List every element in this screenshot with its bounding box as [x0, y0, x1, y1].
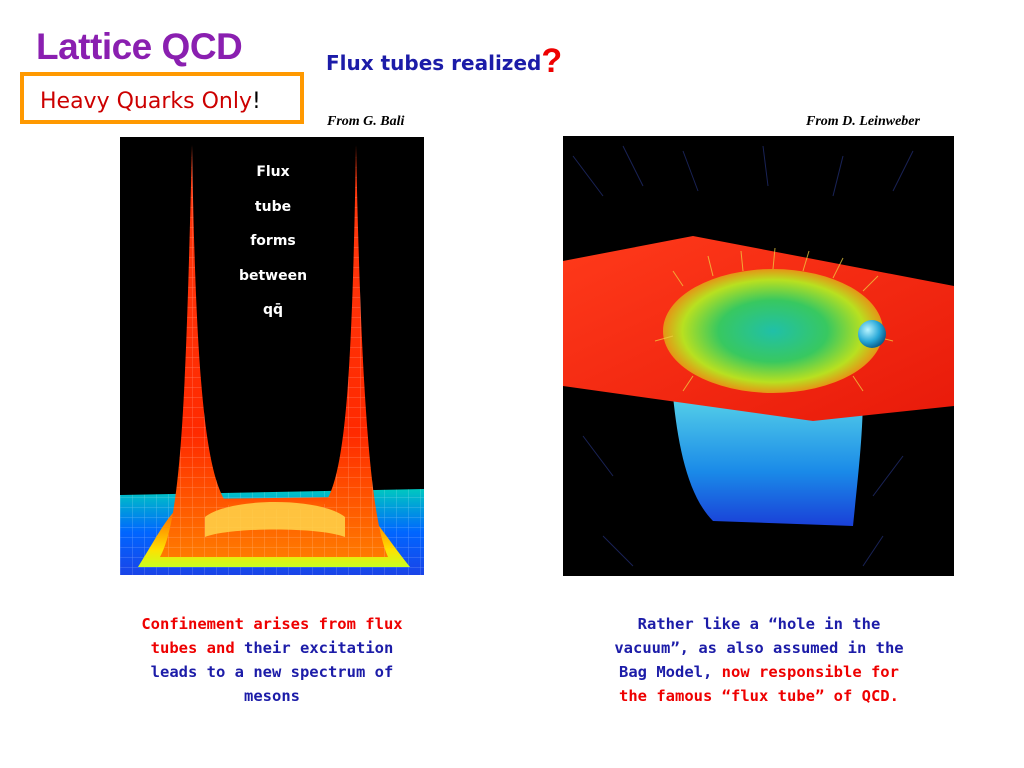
callout-text: Heavy Quarks Only!	[40, 89, 261, 115]
flux-tube-label: Flux tube forms between qq̄	[220, 155, 326, 328]
flux-tube-band	[205, 502, 345, 537]
flux-label-line: Flux	[256, 164, 290, 180]
caption-right-part-2: now responsible for the famous “flux tub…	[619, 663, 899, 705]
flux-tube-image: Flux tube forms between qq̄	[120, 137, 424, 575]
caption-left-part-2: their excitation leads to a new spectrum…	[150, 639, 394, 705]
vacuum-hole	[663, 269, 883, 393]
caption-left-part-1: Confinement arises from flux tubes and	[141, 615, 403, 657]
caption-left: Confinement arises from flux tubes and t…	[140, 612, 404, 708]
slide-heading: Flux tubes realized?	[326, 40, 563, 80]
credit-right: From D. Leinweber	[806, 114, 920, 129]
quark-sphere	[858, 320, 886, 348]
vacuum-hole-graphic	[563, 145, 954, 567]
flux-arrows	[654, 247, 894, 392]
flux-label-line: tube	[254, 198, 292, 215]
heading-text: Flux tubes realized	[326, 51, 542, 75]
callout-main-text: Heavy Quarks Only	[40, 89, 252, 114]
flux-peaks-grid	[160, 145, 388, 557]
heading-question-mark: ?	[541, 42, 563, 80]
slide-title: Lattice QCD	[36, 26, 243, 67]
caption-right: Rather like a “hole in the vacuum”, as a…	[604, 612, 914, 708]
underside-bulge	[673, 391, 863, 526]
callout-exclamation: !	[251, 89, 261, 114]
caption-right-part-1: Rather like a “hole in the vacuum”, as a…	[614, 615, 904, 681]
background-field-lines	[572, 145, 914, 567]
flux-tube-graphic	[120, 145, 424, 575]
heavy-quarks-callout: Heavy Quarks Only!	[20, 72, 304, 124]
flux-label-line: between	[238, 267, 308, 284]
flux-label-line: qq̄	[262, 302, 284, 318]
credit-left: From G. Bali	[327, 114, 405, 129]
flux-label-line: forms	[250, 233, 296, 249]
vacuum-hole-image	[563, 136, 954, 576]
